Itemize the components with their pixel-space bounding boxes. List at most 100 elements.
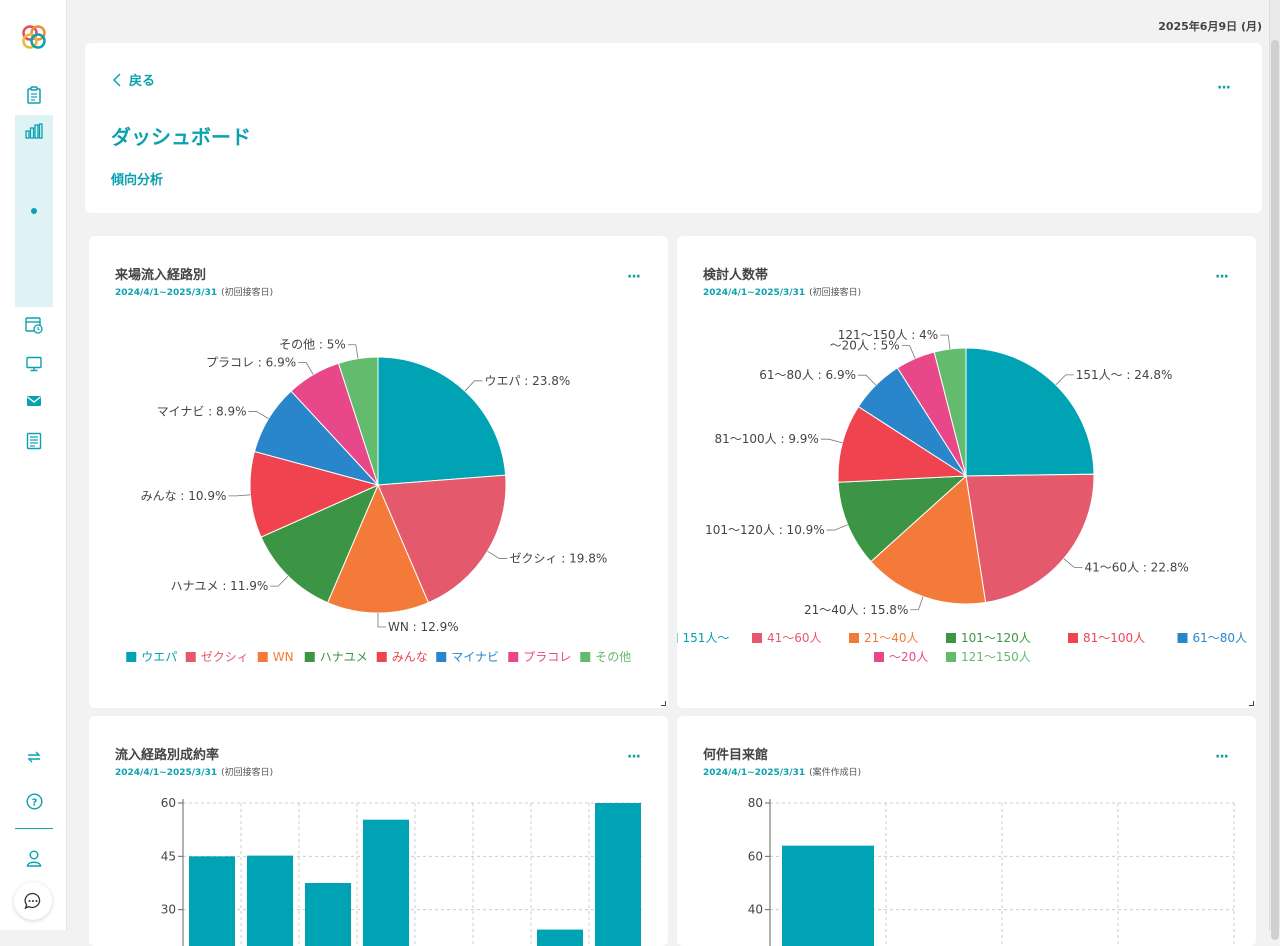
nav-dashboard[interactable] [23,120,45,142]
scrollbar-thumb[interactable] [1271,40,1279,940]
legend-swatch [752,633,762,643]
legend-item[interactable]: 81〜100人 [1083,631,1145,645]
pie-slice[interactable] [249,450,380,538]
legend-swatch [376,652,387,662]
bar[interactable] [363,819,409,946]
card-more-button[interactable]: ··· [1215,749,1229,765]
legend-item[interactable]: プラコレ [523,650,571,664]
pie-slice-label: WN : 12.9% [388,620,459,634]
nav-documents[interactable] [23,430,45,452]
pie-slice[interactable] [337,356,379,486]
pie-slice[interactable] [837,405,968,483]
card-more-button[interactable]: ··· [627,749,641,765]
bar-chart-conversion-rate: 30 45 60 [161,796,644,946]
card-title: 検討人数帯 [703,268,769,283]
sidebar: ? [0,0,67,930]
app-logo-icon[interactable] [20,23,48,51]
legend-swatch [874,652,884,662]
card-title: 何件目来館 [703,748,769,763]
chart-card-visit-order: 何件目来館 2024/4/1~2025/3/31 (案件作成日) ··· 40 60… [677,716,1256,946]
nav-account[interactable] [23,847,45,869]
help-icon: ? [25,792,43,810]
legend-swatch [946,633,956,643]
bar[interactable] [189,856,235,946]
monitor-icon [26,356,42,372]
legend-item[interactable]: みんな [392,650,428,664]
bar[interactable] [537,929,583,946]
bar[interactable] [305,882,351,946]
legend-item[interactable]: 121〜150人 [961,650,1031,664]
nav-sync[interactable] [23,746,45,768]
pie-slice[interactable] [965,347,1095,477]
page-scrollbar[interactable] [1269,0,1280,940]
period-basis: (案件作成日) [809,768,862,778]
chat-button[interactable] [14,882,52,920]
nav-mail[interactable] [23,390,45,412]
legend-swatch [508,652,519,662]
y-tick-label: 80 [748,796,763,810]
nav-schedule[interactable] [23,314,45,336]
back-button[interactable]: 戻る [113,70,155,89]
pie-slice-label: 21〜40人 : 15.8% [804,603,908,617]
legend-item[interactable]: マイナビ [451,650,499,664]
nav-monitor[interactable] [23,353,45,375]
pie-slice[interactable] [326,483,430,614]
pie-slice-label: その他 : 5% [279,338,346,352]
legend-item[interactable]: 41〜60人 [767,631,822,645]
legend-swatch [849,633,859,643]
card-more-button[interactable]: ··· [627,269,641,285]
pie-slice-label: マイナビ : 8.9% [157,404,247,418]
legend-item[interactable]: 21〜40人 [864,631,919,645]
card-period: 2024/4/1~2025/3/31 (案件作成日) [703,765,861,778]
nav-subitem-dot[interactable] [31,208,37,214]
bar[interactable] [595,803,641,946]
card-title: 来場流入経路別 [115,268,207,283]
y-tick-label: 60 [748,849,763,863]
legend-swatch [677,633,678,643]
bar[interactable] [247,855,293,946]
legend-swatch [580,652,591,662]
bar-chart-icon [25,123,43,139]
trend-analysis-link[interactable]: 傾向分析 [111,173,164,188]
legend-swatch [126,652,137,662]
nav-clipboard[interactable] [23,84,45,106]
pie-slice[interactable] [965,473,1095,604]
pie-slice-label: 61〜80人 : 6.9% [759,368,856,382]
pie-slice[interactable] [260,484,379,604]
resize-handle[interactable] [1249,701,1254,706]
legend-item[interactable]: 101〜120人 [961,631,1031,645]
bar[interactable] [782,845,874,946]
nav-help[interactable]: ? [23,790,45,812]
pie-label-leader [464,380,483,392]
legend-item[interactable]: ゼクシィ [201,650,249,664]
legend-item[interactable]: ハナユメ [320,650,368,664]
pie-label-leader [826,524,848,531]
chat-icon [24,892,41,910]
period-range: 2024/4/1~2025/3/31 [115,288,218,298]
page-title: ダッシュボード [111,125,251,149]
pie-label-leader [1055,374,1074,386]
pie-label-leader [487,550,508,559]
y-tick-label: 40 [748,903,763,917]
pie-label-leader [940,334,951,350]
legend-item[interactable]: 151人〜 [683,631,730,645]
legend-item[interactable]: WN [273,650,294,664]
resize-handle[interactable] [661,701,666,706]
bar-chart-visit-order: 40 60 80 [748,796,1235,946]
calendar-clock-icon [25,317,43,334]
pie-slice[interactable] [377,474,507,604]
clipboard-icon [27,86,41,104]
card-period: 2024/4/1~2025/3/31 (初回接客日) [115,765,273,778]
legend-item[interactable]: 〜20人 [889,650,928,664]
card-more-button[interactable]: ··· [1215,269,1229,285]
legend-item[interactable]: 61〜80人 [1193,631,1248,645]
header-more-button[interactable]: ··· [1217,80,1231,96]
chart-card-conversion-rate: 流入経路別成約率 2024/4/1~2025/3/31 (初回接客日) ··· 3… [89,716,668,946]
legend-item[interactable]: ウエパ [141,650,177,664]
legend-item[interactable]: その他 [595,650,631,664]
pie-slice[interactable] [377,356,507,486]
current-date: 2025年6月9日 (月) [1158,20,1262,33]
pie-slice-label: 〜20人 : 5% [830,339,900,353]
pie-slice[interactable] [870,475,987,605]
pie-slice-label: 101〜120人 : 10.9% [705,523,825,537]
